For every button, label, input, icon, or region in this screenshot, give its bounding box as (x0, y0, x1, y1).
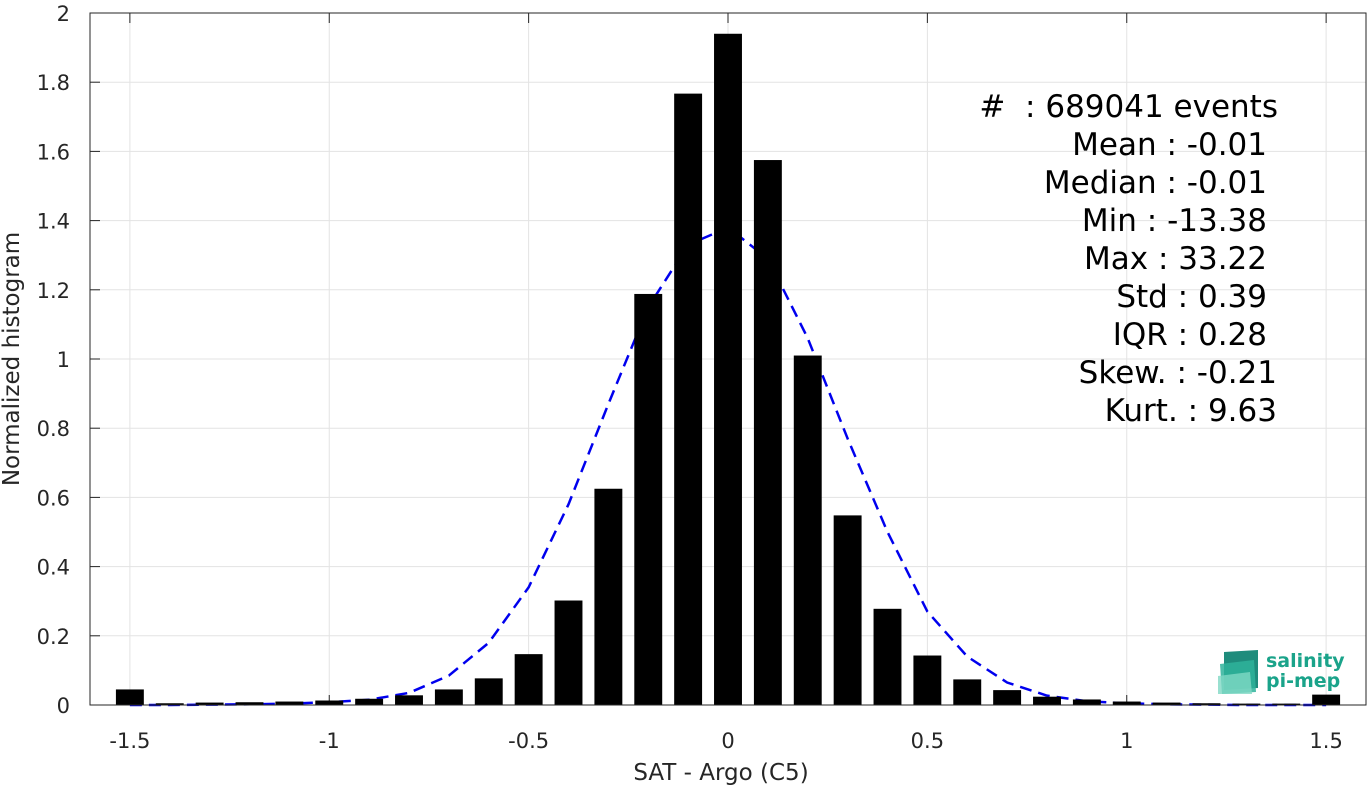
y-tick-label: 1.8 (37, 71, 70, 95)
x-tick-label: -1.5 (109, 729, 150, 753)
x-tick-label: 1.5 (1309, 729, 1342, 753)
histogram-bar (634, 293, 663, 705)
histogram-bar (395, 695, 423, 705)
y-axis-label: Normalized histogram (0, 232, 25, 486)
histogram-bar (115, 689, 144, 705)
histogram-bar (1312, 694, 1341, 705)
y-tick-labels: 0 0.2 0.4 0.6 0.8 1 1.2 1.4 1.6 1.8 2 (37, 2, 70, 718)
histogram-bar (315, 700, 344, 705)
x-tick-labels: -1.5 -1 -0.5 0 0.5 1 1.5 (109, 729, 1342, 753)
bars-layer (115, 33, 1341, 706)
histogram-bar (913, 655, 942, 705)
stat-min: Min : -13.38 (1082, 203, 1267, 239)
stat-skew: Skew. : -0.21 (1079, 355, 1277, 391)
y-tick-label: 0.2 (37, 625, 70, 649)
x-tick-label: -0.5 (508, 729, 549, 753)
x-tick-label: -1 (319, 729, 340, 753)
histogram-bar (753, 160, 782, 706)
histogram-bar (594, 488, 623, 705)
y-tick-label: 0.4 (37, 556, 70, 580)
histogram-bar (1152, 702, 1181, 705)
histogram-bar (474, 678, 503, 705)
logo-wave-icon (1218, 650, 1258, 694)
x-axis-label: SAT - Argo (C5) (633, 760, 808, 786)
histogram-bar (1112, 701, 1141, 705)
x-tick-label: 0.5 (911, 729, 944, 753)
histogram-bar (833, 515, 862, 705)
histogram-bar (993, 690, 1022, 705)
histogram-bar (434, 689, 463, 705)
histogram-bar (1232, 703, 1261, 705)
histogram-bar (714, 33, 742, 705)
histogram-bar (355, 698, 384, 705)
salinity-pi-mep-logo: salinity pi-mep (1218, 650, 1345, 694)
plot-frame (89, 12, 1367, 706)
histogram-bar (514, 654, 543, 705)
histogram-bar (275, 701, 304, 705)
y-tick-label: 2 (57, 2, 70, 26)
stat-std: Std : 0.39 (1116, 279, 1267, 315)
stat-median: Median : -0.01 (1044, 165, 1267, 201)
y-tick-label: 0 (57, 694, 70, 718)
stat-max: Max : 33.22 (1084, 241, 1267, 277)
histogram-bar (674, 93, 703, 706)
histogram-bar (873, 608, 902, 705)
histogram-bar (1072, 699, 1101, 705)
histogram-bar (953, 679, 982, 705)
y-tick-label: 1 (57, 348, 70, 372)
stat-mean: Mean : -0.01 (1072, 127, 1267, 163)
stat-count: # : 689041 events (979, 89, 1278, 125)
histogram-bar (235, 702, 264, 705)
y-tick-label: 1.4 (37, 210, 70, 234)
y-tick-label: 0.8 (37, 417, 70, 441)
y-tick-label: 1.2 (37, 279, 70, 303)
stat-kurt: Kurt. : 9.63 (1105, 393, 1277, 429)
stats-box: # : 689041 events Mean : -0.01 Median : … (979, 89, 1278, 429)
histogram-bar (1192, 703, 1221, 705)
y-tick-label: 0.6 (37, 486, 70, 510)
x-tick-label: 1 (1120, 729, 1133, 753)
histogram-bar (155, 703, 184, 705)
stat-iqr: IQR : 0.28 (1113, 317, 1267, 353)
histogram-bar (554, 600, 583, 705)
histogram-bar (1033, 696, 1061, 705)
histogram-bar (195, 702, 224, 705)
y-tick-label: 1.6 (37, 140, 70, 164)
logo-line2: pi-mep (1266, 670, 1340, 692)
x-tick-label: 0 (721, 729, 734, 753)
logo-line1: salinity (1266, 650, 1345, 672)
histogram-bar (1272, 703, 1301, 705)
histogram-bar (793, 355, 822, 705)
